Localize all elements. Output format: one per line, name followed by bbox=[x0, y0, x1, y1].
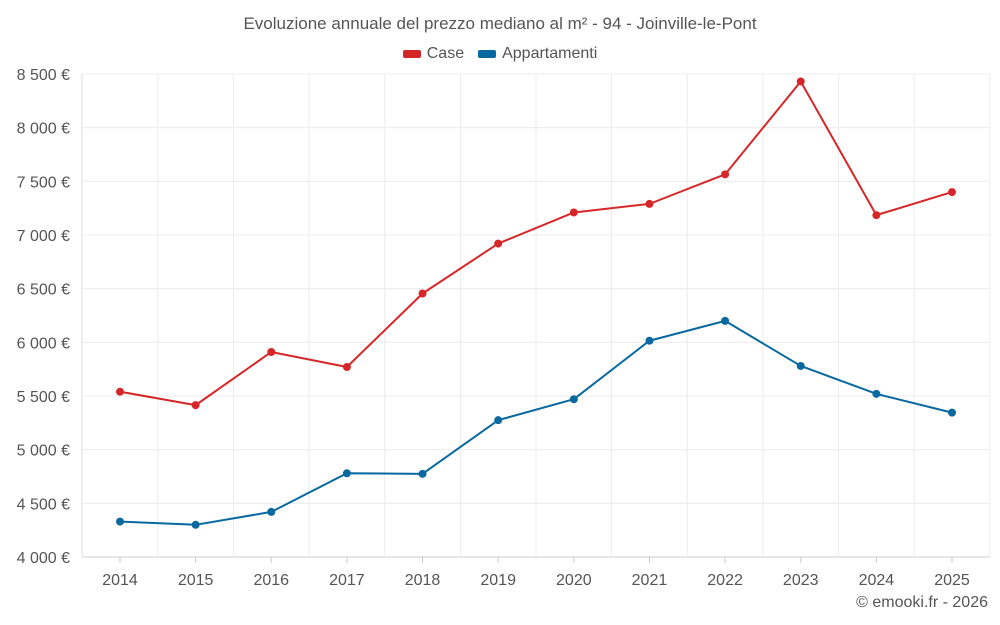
chart-legend: Case Appartamenti bbox=[0, 45, 1000, 63]
y-tick-label: 6 000 € bbox=[17, 335, 70, 352]
legend-label-case: Case bbox=[426, 45, 465, 62]
x-tick-label: 2024 bbox=[859, 572, 895, 589]
x-tick-label: 2023 bbox=[783, 572, 819, 589]
data-point-case bbox=[645, 199, 654, 208]
x-tick-label: 2017 bbox=[329, 572, 365, 589]
data-point-appartamenti bbox=[948, 408, 956, 417]
legend-label-appartamenti: Appartamenti bbox=[502, 45, 598, 62]
data-point-appartamenti bbox=[645, 336, 654, 345]
y-tick-label: 5 000 € bbox=[17, 443, 70, 460]
data-point-case bbox=[569, 208, 578, 217]
y-tick-label: 8 000 € bbox=[17, 121, 70, 138]
data-point-case bbox=[116, 387, 124, 396]
chart-credit: © emooki.fr - 2026 bbox=[856, 594, 988, 611]
y-tick-label: 4 500 € bbox=[17, 496, 70, 513]
data-point-appartamenti bbox=[267, 507, 276, 516]
x-tick-label: 2018 bbox=[405, 572, 441, 589]
data-point-case bbox=[191, 401, 200, 410]
y-tick-label: 7 500 € bbox=[17, 174, 70, 191]
y-tick-label: 6 500 € bbox=[17, 282, 70, 299]
y-tick-label: 4 000 € bbox=[17, 550, 70, 567]
series-line-appartamenti bbox=[119, 319, 953, 526]
data-point-case bbox=[267, 347, 276, 356]
legend-item-appartamenti[interactable]: Appartamenti bbox=[478, 45, 597, 63]
legend-item-case[interactable]: Case bbox=[402, 45, 465, 63]
x-tick-label: 2019 bbox=[480, 572, 516, 589]
x-tick-label: 2021 bbox=[632, 572, 668, 589]
data-point-case bbox=[494, 239, 503, 248]
data-point-case bbox=[342, 363, 351, 372]
x-tick-label: 2015 bbox=[178, 572, 214, 589]
x-tick-label: 2020 bbox=[556, 572, 592, 589]
data-point-appartamenti bbox=[342, 469, 351, 478]
data-point-appartamenti bbox=[796, 361, 805, 370]
legend-swatch-case bbox=[402, 50, 421, 58]
data-point-appartamenti bbox=[418, 469, 427, 478]
x-tick-label: 2016 bbox=[253, 572, 289, 589]
x-tick-label: 2022 bbox=[707, 572, 743, 589]
chart-title: Evoluzione annuale del prezzo mediano al… bbox=[243, 14, 757, 33]
data-point-case bbox=[948, 188, 956, 197]
series-line-case bbox=[119, 80, 953, 407]
data-point-appartamenti bbox=[191, 520, 200, 529]
x-tick-label: 2014 bbox=[102, 572, 138, 589]
data-point-appartamenti bbox=[872, 389, 881, 398]
y-tick-label: 8 500 € bbox=[17, 67, 70, 84]
data-point-case bbox=[796, 77, 805, 86]
data-point-appartamenti bbox=[116, 517, 124, 526]
data-point-case bbox=[872, 211, 881, 220]
data-point-case bbox=[721, 170, 730, 179]
data-point-case bbox=[418, 289, 427, 298]
y-tick-label: 5 500 € bbox=[17, 389, 70, 406]
data-point-appartamenti bbox=[721, 316, 730, 325]
legend-swatch-appartamenti bbox=[478, 50, 497, 58]
data-point-appartamenti bbox=[569, 395, 578, 404]
data-point-appartamenti bbox=[494, 416, 503, 425]
x-tick-label: 2025 bbox=[934, 572, 970, 589]
y-tick-label: 7 000 € bbox=[17, 228, 70, 245]
